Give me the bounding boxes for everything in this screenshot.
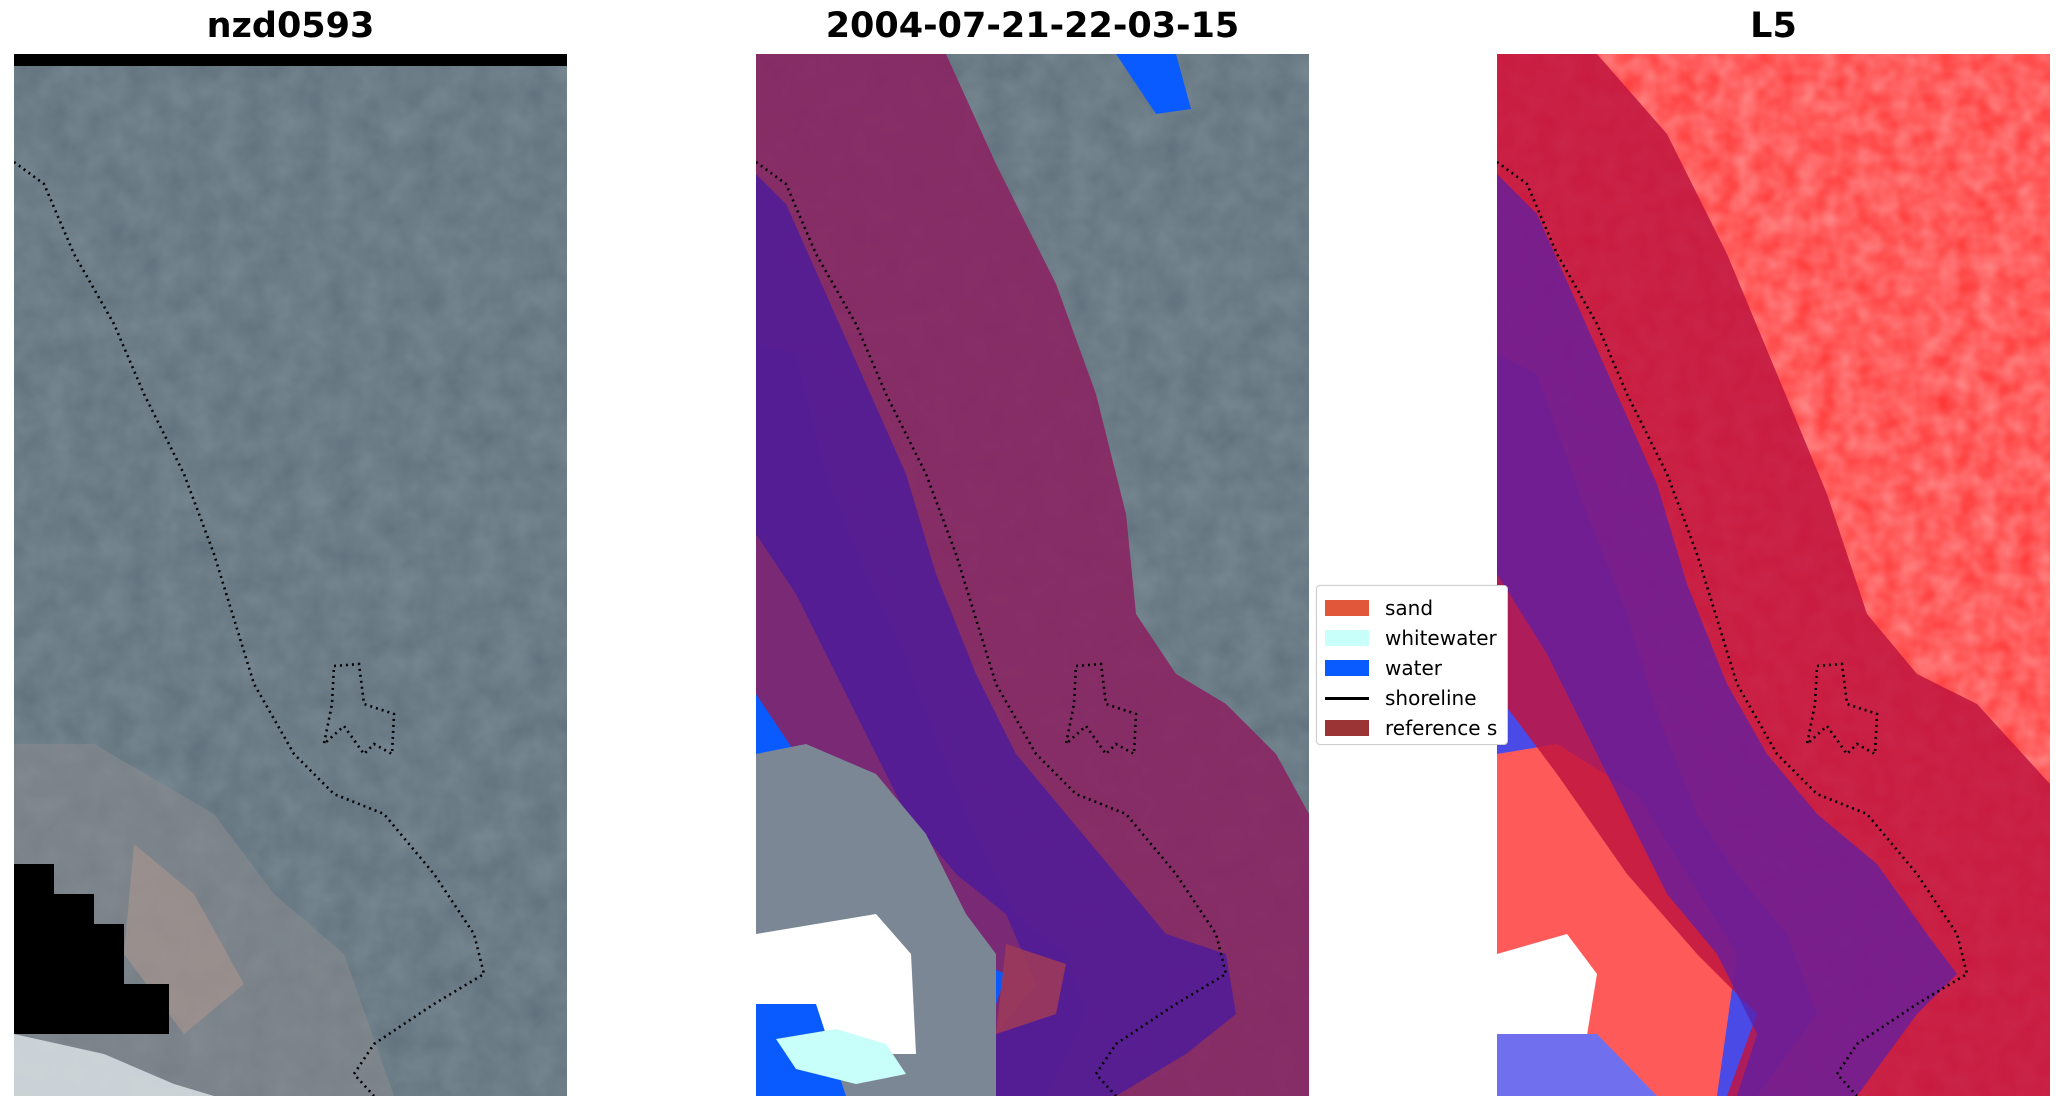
panel-title-index: L5 — [1750, 6, 1797, 46]
index-panel — [1497, 54, 2050, 1096]
rgb-image-panel — [14, 54, 567, 1096]
panel-title-classification: 2004-07-21-22-03-15 — [825, 6, 1240, 46]
legend-item-whitewater: whitewater — [1325, 624, 1497, 652]
sand-swatch — [1325, 600, 1369, 616]
shoreline-line-icon — [1325, 696, 1369, 700]
water-swatch — [1325, 660, 1369, 676]
map-legend: sand whitewater water shoreline referenc… — [1316, 585, 1508, 745]
legend-label-water: water — [1385, 656, 1442, 680]
whitewater-swatch — [1325, 630, 1369, 646]
inlet-contour — [321, 662, 396, 757]
legend-item-water: water — [1325, 654, 1442, 682]
classification-panel — [756, 54, 1309, 1096]
legend-label-shoreline: shoreline — [1385, 686, 1477, 710]
reference-swatch — [1325, 720, 1369, 736]
shoreline-line — [14, 160, 486, 1096]
legend-label-reference: reference s — [1385, 716, 1498, 740]
legend-item-sand: sand — [1325, 594, 1433, 622]
legend-item-reference: reference s — [1325, 714, 1497, 742]
legend-item-shoreline: shoreline — [1325, 684, 1477, 712]
panel-title-rgb: nzd0593 — [206, 6, 375, 46]
legend-label-whitewater: whitewater — [1385, 626, 1497, 650]
legend-label-sand: sand — [1385, 596, 1434, 620]
